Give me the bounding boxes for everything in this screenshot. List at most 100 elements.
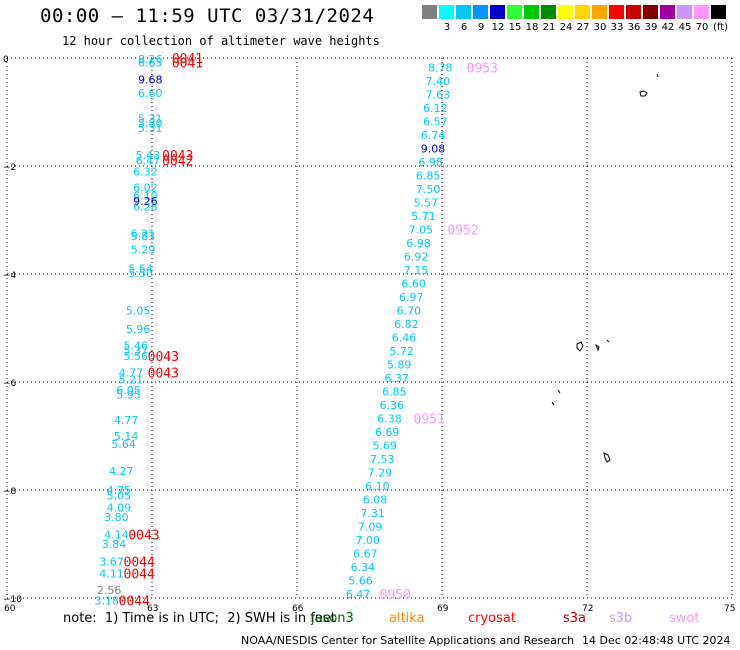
wave-height-label: 5.66 [348, 575, 373, 588]
pass-time-label: 0951 [414, 413, 445, 428]
wave-height-label: 6.37 [385, 372, 410, 385]
wave-height-label: 4.77 [119, 366, 143, 379]
land-outline [606, 339, 610, 343]
wave-height-label: 9.26 [133, 195, 158, 208]
pass-time-label: 0042 [162, 155, 193, 170]
wave-height-label: 7.15 [404, 264, 429, 277]
wave-height-label: 5.95 [116, 388, 141, 401]
x-tick-label: 69 [437, 604, 449, 614]
wave-height-label: 6.74 [421, 129, 446, 142]
legend-label: 21 [542, 22, 556, 33]
legend-swatch [609, 5, 624, 19]
pass-time-label: 0950 [380, 588, 411, 603]
legend-swatch [643, 5, 658, 19]
pass-time-label: 0041 [172, 52, 203, 67]
wave-height-label: 4.77 [114, 414, 139, 427]
wave-height-label: 5.43 [136, 149, 161, 162]
legend-label: 12 [491, 22, 505, 33]
legend-swatch [456, 5, 471, 19]
wave-height-label: 9.68 [138, 74, 163, 87]
wave-height-label: 3.84 [102, 538, 127, 551]
legend-label: 6 [460, 22, 468, 33]
legend-label: 24 [559, 22, 573, 33]
y-tick-label: −8 [3, 487, 17, 497]
y-tick-label: −4 [3, 271, 17, 281]
wave-height-label: 6.60 [138, 87, 163, 100]
wave-height-label: 6.21 [131, 228, 156, 241]
wave-height-label: 6.98 [418, 156, 443, 169]
legend-label: 36 [627, 22, 641, 33]
wave-height-label: 7.29 [368, 467, 393, 480]
wave-height-label: 5.54 [128, 263, 153, 276]
pass-time-label: 0041 [172, 56, 203, 71]
wave-height-label: 3.67 [99, 555, 124, 568]
wave-height-label: 7.09 [358, 521, 383, 534]
wave-height-label: 6.10 [133, 190, 158, 203]
satellite-label-altika: altika [389, 611, 425, 626]
wave-height-label: 5.71 [411, 210, 436, 223]
land-outline [603, 452, 611, 463]
wave-height-label: 8.26 [138, 53, 163, 66]
pass-time-label: 0952 [447, 224, 478, 239]
wave-height-label: 7.40 [426, 75, 451, 88]
land-outline [639, 90, 648, 97]
wave-height-label: 6.46 [392, 332, 417, 345]
legend-swatch [422, 5, 437, 19]
pass-time-label: 0044 [124, 555, 155, 570]
x-tick-label: 63 [147, 604, 158, 614]
legend-swatch [592, 5, 607, 19]
x-tick-label: 66 [292, 604, 304, 614]
legend-swatch [711, 5, 726, 19]
wave-height-label: 6.38 [377, 413, 402, 426]
legend-label: 9 [477, 22, 485, 33]
credit-text: NOAA/NESDIS Center for Satellite Applica… [241, 634, 575, 647]
wave-height-label: 3.80 [104, 511, 128, 524]
wave-height-label: 2.56 [97, 584, 122, 597]
wave-height-label: 5.05 [126, 305, 150, 318]
wave-height-label: 6.47 [346, 588, 371, 601]
legend-swatch [694, 5, 709, 19]
y-tick-label: 0 [3, 55, 9, 65]
wave-height-label: 5.05 [107, 489, 132, 502]
wave-height-label: 5.31 [138, 112, 163, 125]
satellite-label-cryosat: cryosat [468, 611, 516, 626]
satellite-label-s3a: s3a [563, 611, 587, 626]
legend-label: 15 [508, 22, 522, 33]
x-tick-label: 72 [582, 604, 593, 614]
wave-height-label: 7.31 [360, 507, 385, 520]
wave-height-label: 6.05 [116, 384, 141, 397]
satellite-label-s3b: s3b [609, 611, 633, 626]
legend-label: 39 [644, 22, 658, 33]
wave-height-label: 6.98 [406, 237, 431, 250]
wave-height-label: 5.21 [119, 373, 143, 386]
legend-swatch [626, 5, 641, 19]
chart-subtitle: 12 hour collection of altimeter wave hei… [62, 34, 380, 48]
land-outline [656, 73, 659, 78]
legend-swatch [473, 5, 488, 19]
wave-height-label: 5.64 [111, 438, 135, 451]
generated-time: 14 Dec 02:48:48 UTC 2024 [582, 634, 731, 647]
wave-height-label: 5.96 [126, 323, 150, 336]
legend-label: 70 [695, 22, 709, 33]
wave-height-label: 4.75 [107, 484, 132, 497]
wave-height-label: 7.63 [426, 89, 451, 102]
legend-label: 45 [678, 22, 692, 33]
wave-height-label: 5.37 [124, 345, 149, 358]
wave-height-label: 3.18 [95, 595, 120, 608]
wave-height-label: 6.34 [351, 561, 376, 574]
wave-height-label: 5.57 [414, 197, 439, 210]
land-outline [557, 389, 561, 394]
legend-label: 30 [593, 22, 607, 33]
pass-time-label: 0044 [119, 595, 150, 610]
legend-swatch [439, 5, 454, 19]
y-tick-label: −2 [3, 163, 16, 173]
wave-height-label: 4.11 [99, 568, 124, 581]
wave-height-label: 6.57 [423, 116, 448, 129]
pass-time-label: 0043 [148, 366, 179, 381]
wave-height-label: 6.36 [380, 399, 405, 412]
satellite-label-jason3: jason3 [311, 611, 354, 626]
wave-height-label: 5.83 [131, 230, 156, 243]
pass-time-label: 0043 [162, 149, 193, 164]
legend-label: 3 [443, 22, 451, 33]
